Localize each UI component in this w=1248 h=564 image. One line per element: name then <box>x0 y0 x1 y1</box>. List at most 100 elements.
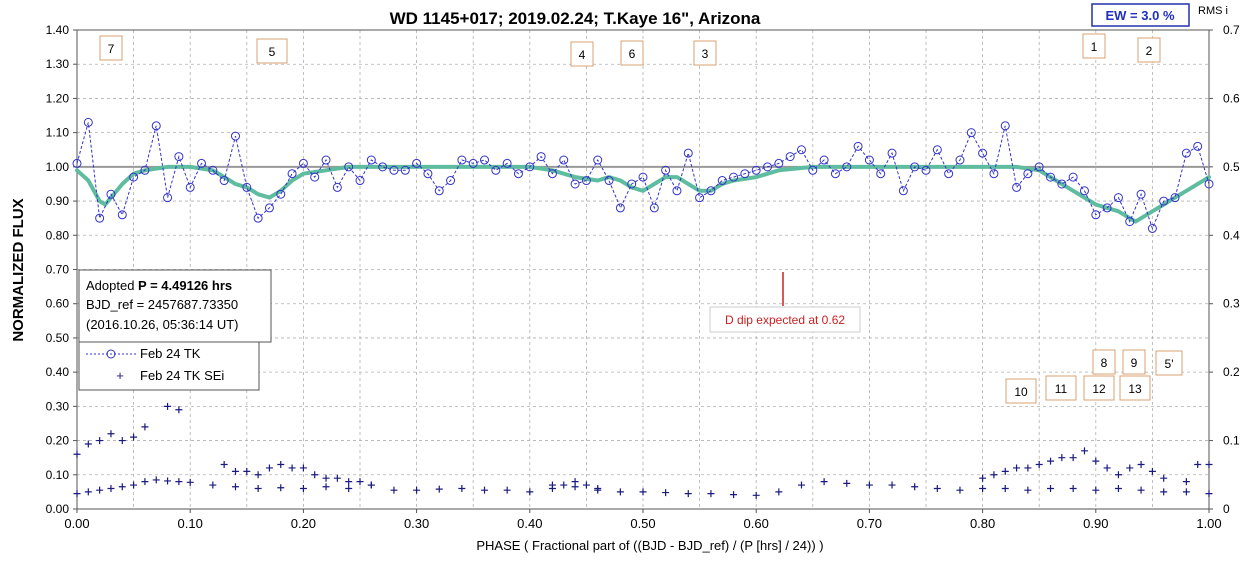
tk-data-point <box>151 121 161 131</box>
tk-data-point <box>321 155 331 165</box>
tk-data-point <box>502 158 512 168</box>
sei-data-point <box>843 479 851 487</box>
tk-data-point <box>1012 182 1022 192</box>
tk-data-point <box>729 172 739 182</box>
sei-data-point <box>277 484 285 492</box>
sei-data-point <box>141 478 149 486</box>
tk-data-point <box>163 193 173 203</box>
sei-data-point <box>1069 484 1077 492</box>
tk-data-point <box>876 169 886 179</box>
dip-label-box <box>1119 375 1151 401</box>
sei-upper-data-point <box>1194 461 1202 469</box>
sei-upper-data-point <box>231 467 239 475</box>
tk-data-point <box>174 152 184 162</box>
sei-upper-data-point <box>220 461 228 469</box>
sei-upper-data-point <box>84 440 92 448</box>
sei-upper-data-point <box>175 406 183 414</box>
tk-data-point <box>140 165 150 175</box>
y-tick-label: 1.40 <box>46 23 70 37</box>
tk-data-point <box>95 213 105 223</box>
tk-data-point <box>344 162 354 172</box>
tk-data-point <box>1023 169 1033 179</box>
tk-data-point <box>1159 196 1169 206</box>
sei-data-point <box>481 486 489 494</box>
sei-upper-data-point <box>322 474 330 482</box>
info-line2: BJD_ref = 2457687.73350 <box>86 297 238 312</box>
legend-tk-marker <box>106 349 116 359</box>
sei-data-point <box>616 488 624 496</box>
sei-upper-data-point <box>367 481 375 489</box>
tk-data-point <box>842 162 852 172</box>
sei-upper-data-point <box>130 433 138 441</box>
sei-data-point <box>164 477 172 485</box>
sei-data-point <box>639 488 647 496</box>
tk-data-point <box>536 152 546 162</box>
info-box <box>78 269 272 343</box>
sei-upper-data-point <box>1160 474 1168 482</box>
feb24-sei-upper-series <box>73 382 1213 492</box>
sei-data-point <box>911 483 919 491</box>
sei-upper-data-point <box>1137 461 1145 469</box>
tk-data-point <box>1046 172 1056 182</box>
tk-data-point <box>468 158 478 168</box>
sei-data-point <box>73 490 81 498</box>
dip-label-text: 10 <box>1014 385 1028 399</box>
tk-data-point <box>1034 162 1044 172</box>
tk-data-point <box>604 176 614 186</box>
tk-data-point <box>276 189 286 199</box>
sei-data-point <box>186 478 194 486</box>
x-tick-label: 0.40 <box>517 516 542 531</box>
y-tick-label: 0.30 <box>46 399 70 413</box>
y-tick-label: 0.40 <box>46 365 70 379</box>
sei-data-point <box>797 481 805 489</box>
sei-data-point <box>322 483 330 491</box>
tk-data-point <box>1091 210 1101 220</box>
sei-upper-data-point <box>1035 461 1043 469</box>
dip-label-box <box>1005 378 1037 404</box>
y2-tick-label: 0.7 <box>1223 23 1240 37</box>
tk-data-point <box>785 152 795 162</box>
y-axis-ticks: 0.00 0.10 0.20 0.30 0.40 0.50 0.60 0.70 0.80 0.90… <box>46 23 77 516</box>
dip-label-box <box>1122 349 1146 375</box>
tk-data-point <box>615 203 625 213</box>
y-tick-label: 0.10 <box>46 468 70 482</box>
sei-upper-data-point <box>979 474 987 482</box>
tk-data-point <box>1181 148 1191 158</box>
tk-data-point <box>978 148 988 158</box>
sei-upper-data-point <box>1205 461 1213 469</box>
tk-data-point <box>242 182 252 192</box>
tk-data-point <box>887 148 897 158</box>
sei-data-point <box>1047 484 1055 492</box>
y-axis-title: NORMALIZED FLUX <box>10 198 27 341</box>
fit-curve-series <box>75 164 1211 224</box>
chart-title: WD 1145+017; 2019.02.24; T.Kaye 16", Ari… <box>390 9 761 28</box>
y-tick-label: 0.50 <box>46 331 70 345</box>
sei-upper-data-point <box>1001 467 1009 475</box>
dip-label-text: 13 <box>1128 382 1142 396</box>
x-tick-label: 0.30 <box>404 516 429 531</box>
y-tick-label: 0.60 <box>46 297 70 311</box>
dip-label-box <box>1045 375 1077 401</box>
tk-data-point <box>808 165 818 175</box>
sei-upper-data-point <box>73 450 81 458</box>
y-tick-label: 1.10 <box>46 126 70 140</box>
sei-data-point <box>1001 484 1009 492</box>
tk-data-point <box>1102 203 1112 213</box>
y2-tick-label: 0.4 <box>1223 228 1240 242</box>
dip-label-text: 9 <box>1131 356 1138 370</box>
sei-data-point <box>254 484 262 492</box>
sei-data-point <box>730 491 738 499</box>
dip-label-text: 4 <box>579 48 586 62</box>
tk-data-point <box>1057 179 1067 189</box>
x-tick-label: 0.70 <box>857 516 882 531</box>
sei-data-point <box>345 484 353 492</box>
annotation-text: D dip expected at 0.62 <box>725 313 845 327</box>
x-tick-label: 0.60 <box>744 516 769 531</box>
y-tick-label: 0.70 <box>46 263 70 277</box>
tk-data-point <box>683 148 693 158</box>
sei-upper-data-point <box>1013 464 1021 472</box>
sei-upper-data-point <box>560 481 568 489</box>
sei-data-point <box>1137 486 1145 494</box>
sei-data-point <box>130 481 138 489</box>
y-tick-label: 0.20 <box>46 434 70 448</box>
